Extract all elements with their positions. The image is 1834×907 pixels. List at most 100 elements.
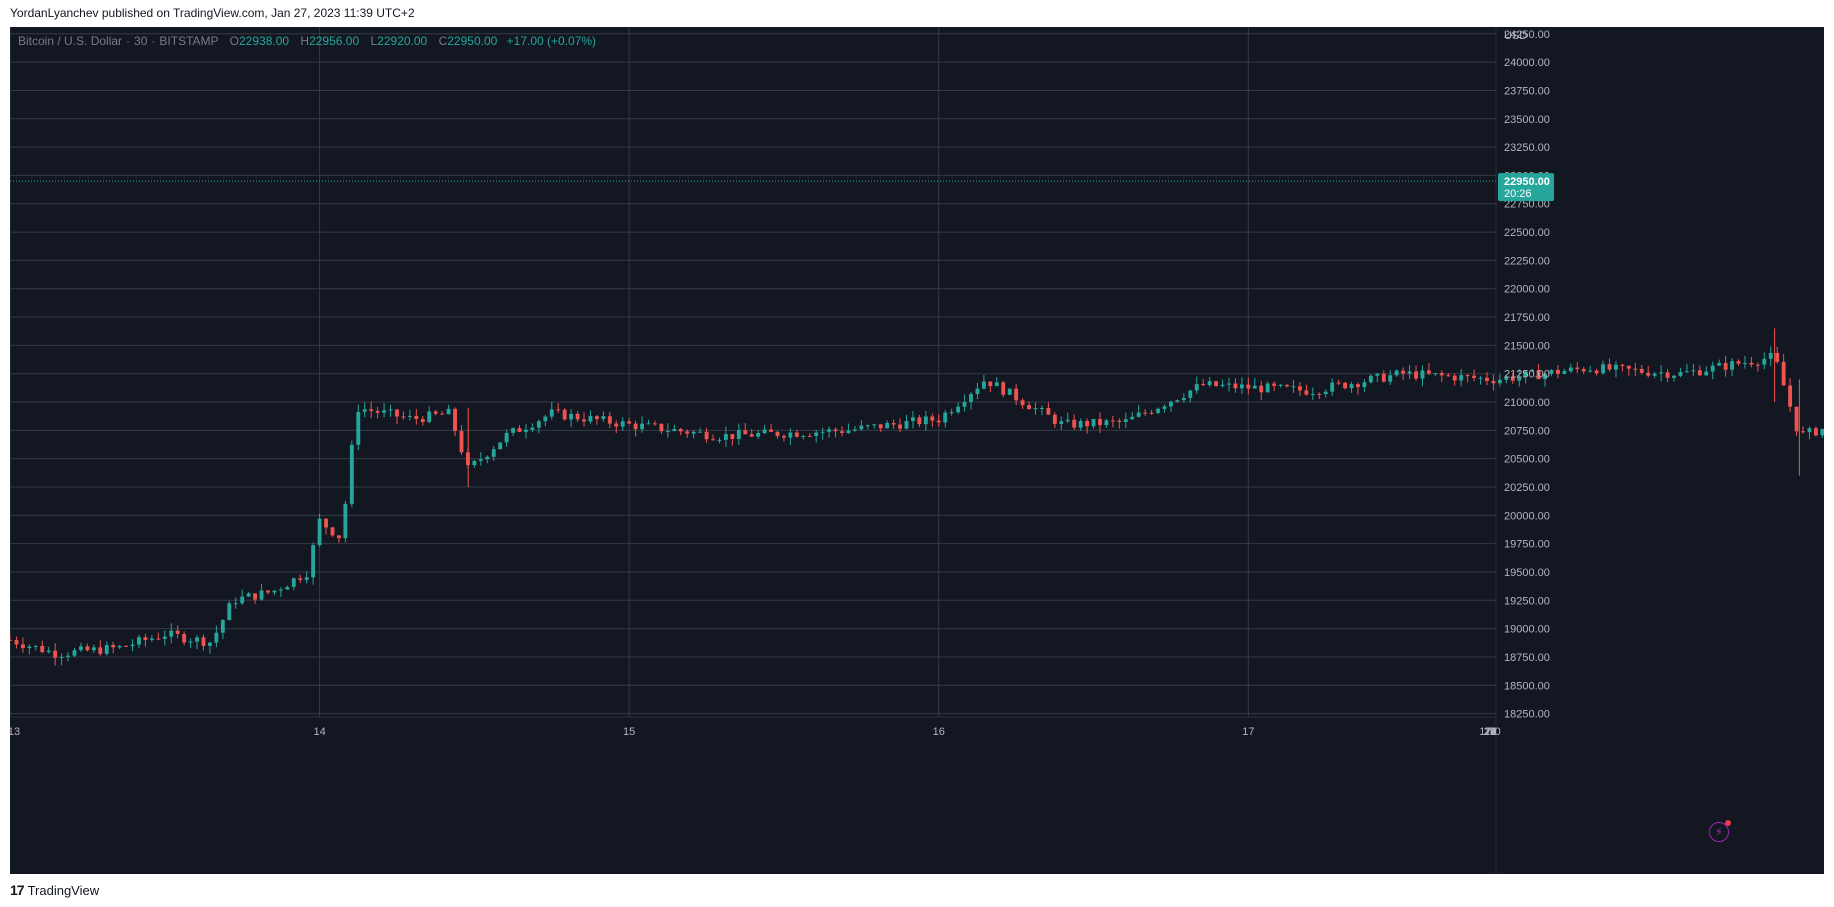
candle-body bbox=[1169, 401, 1173, 407]
candle-body bbox=[53, 650, 58, 658]
brand-name: TradingView bbox=[27, 882, 100, 898]
candle-body bbox=[10, 639, 12, 641]
candle-body bbox=[20, 644, 25, 649]
candle-body bbox=[330, 527, 335, 536]
candle-body bbox=[1659, 372, 1664, 374]
candle-body bbox=[175, 630, 180, 634]
candle-body bbox=[962, 402, 967, 407]
candle-body bbox=[524, 429, 528, 432]
candle-body bbox=[1646, 372, 1651, 376]
candle-body bbox=[1020, 400, 1025, 406]
candle-body bbox=[1388, 375, 1393, 382]
candle-body bbox=[343, 503, 348, 539]
y-tick-label: 21500.00 bbox=[1504, 340, 1550, 352]
candle-body bbox=[1381, 373, 1386, 382]
footer-brand[interactable]: 17 TradingView bbox=[10, 882, 99, 898]
candle-body bbox=[27, 646, 32, 649]
candlestick-chart[interactable]: 18250.00 18500.00 18750.00 19000.00 19250.00… bbox=[10, 27, 1824, 874]
candle-body bbox=[730, 434, 735, 439]
candle-body bbox=[517, 428, 522, 432]
candle-body bbox=[169, 630, 174, 637]
lightning-icon[interactable]: ⚡ bbox=[1709, 820, 1731, 842]
candle-body bbox=[1136, 412, 1141, 417]
candle-body bbox=[453, 408, 457, 432]
candle-body bbox=[1027, 405, 1031, 410]
candle-body bbox=[162, 636, 167, 639]
y-tick-label: 18750.00 bbox=[1504, 652, 1550, 664]
candle-body bbox=[1297, 386, 1302, 391]
x-tick-label: 25 bbox=[1484, 726, 1496, 738]
candle-body bbox=[1426, 370, 1431, 374]
candle-body bbox=[1549, 369, 1554, 374]
exchange: BITSTAMP bbox=[159, 34, 219, 48]
candle-body bbox=[1336, 382, 1341, 384]
candle-body bbox=[653, 423, 657, 425]
candles bbox=[10, 328, 1824, 666]
candle-body bbox=[840, 431, 844, 434]
candle-body bbox=[1510, 376, 1515, 381]
candle-body bbox=[1614, 364, 1618, 370]
symbol-legend[interactable]: Bitcoin / U.S. Dollar · 30 · BITSTAMP O22938… bbox=[18, 34, 597, 48]
candle-body bbox=[891, 423, 896, 425]
candle-body bbox=[72, 650, 77, 656]
candle-body bbox=[536, 421, 541, 428]
candle-body bbox=[1162, 406, 1167, 409]
candle-body bbox=[349, 444, 354, 504]
candle-body bbox=[33, 645, 38, 647]
candle-body bbox=[272, 590, 277, 593]
candle-body bbox=[872, 424, 877, 426]
candle-body bbox=[1807, 428, 1812, 433]
candle-body bbox=[1543, 373, 1547, 380]
candle-body bbox=[143, 637, 148, 640]
bar-countdown: 20:26 bbox=[1504, 188, 1532, 200]
candle-body bbox=[1330, 382, 1335, 392]
candle-body bbox=[788, 432, 793, 438]
candle-body bbox=[878, 424, 883, 429]
candle-body bbox=[1046, 408, 1051, 415]
y-tick-label: 18500.00 bbox=[1504, 680, 1550, 692]
candle-body bbox=[1001, 382, 1006, 395]
candle-body bbox=[923, 416, 928, 425]
x-tick-label: 16 bbox=[933, 726, 945, 738]
candle-body bbox=[1433, 373, 1438, 375]
candle-body bbox=[427, 411, 432, 423]
candle-body bbox=[85, 646, 90, 651]
candle-body bbox=[1233, 383, 1238, 389]
candle-body bbox=[620, 421, 625, 427]
candle-body bbox=[1672, 375, 1676, 378]
candle-body bbox=[382, 410, 387, 413]
candle-body bbox=[79, 646, 83, 651]
candle-body bbox=[1684, 371, 1689, 373]
candle-body bbox=[1504, 376, 1509, 380]
publisher-credit: YordanLyanchev published on TradingView.… bbox=[10, 6, 415, 20]
candle-body bbox=[1362, 382, 1367, 388]
candle-body bbox=[1310, 393, 1315, 395]
y-tick-label: 19250.00 bbox=[1504, 595, 1550, 607]
candle-body bbox=[388, 409, 393, 411]
candle-body bbox=[498, 442, 503, 450]
candle-body bbox=[1639, 369, 1644, 373]
notification-dot bbox=[1725, 820, 1731, 826]
candle-body bbox=[885, 423, 890, 429]
candle-body bbox=[259, 590, 264, 600]
grid-lines bbox=[10, 27, 1824, 874]
candle-body bbox=[820, 431, 825, 433]
candle-body bbox=[504, 432, 509, 443]
y-tick-label: 23250.00 bbox=[1504, 142, 1550, 154]
candle-body bbox=[1568, 367, 1573, 372]
candle-body bbox=[66, 655, 70, 657]
candle-body bbox=[723, 434, 728, 440]
candle-body bbox=[156, 638, 161, 640]
candle-body bbox=[1801, 431, 1805, 433]
candle-body bbox=[1239, 384, 1244, 389]
candle-body bbox=[356, 411, 361, 445]
candle-body bbox=[949, 412, 954, 414]
candle-body bbox=[801, 435, 806, 437]
candle-body bbox=[1446, 375, 1451, 377]
candle-body bbox=[1149, 412, 1154, 414]
close-value: 22950.00 bbox=[447, 34, 498, 48]
candle-body bbox=[472, 460, 477, 466]
candle-body bbox=[1227, 383, 1231, 385]
candle-body bbox=[930, 416, 935, 421]
candle-body bbox=[1175, 400, 1180, 402]
